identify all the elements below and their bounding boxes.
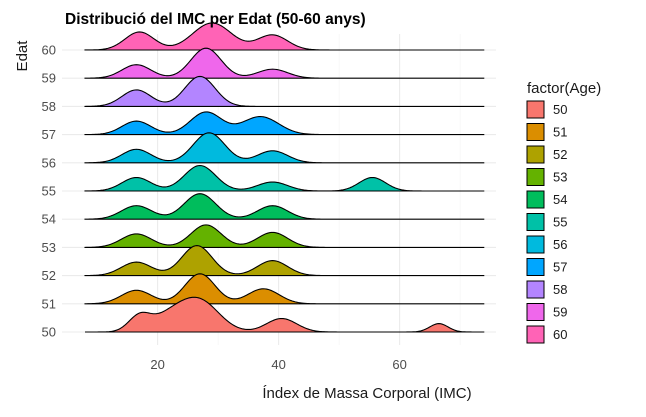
legend-label-60: 60	[553, 327, 567, 342]
density-ridge-51	[84, 273, 485, 305]
legend-key-52	[526, 145, 545, 164]
density-ridge-59	[84, 47, 485, 79]
chart-title: Distribució del IMC per Edat (50-60 anys…	[65, 11, 366, 28]
legend-key-59	[526, 303, 545, 321]
y-axis-title: Edat	[14, 40, 31, 72]
x-tick-label-40: 40	[271, 357, 285, 372]
legend-label-50: 50	[553, 102, 567, 117]
y-tick-label-58: 58	[42, 99, 56, 114]
y-tick-labels: 50 51 52 53 54 55 56 57 58 59 60	[42, 43, 56, 340]
density-ridge-53	[84, 224, 485, 248]
legend-label-57: 57	[553, 260, 567, 275]
density-ridge-60	[84, 22, 485, 51]
legend-key-58	[526, 280, 545, 299]
density-ridge-52	[84, 245, 485, 277]
x-axis-title: Índex de Massa Corporal (IMC)	[262, 385, 471, 402]
y-tick-label-50: 50	[42, 325, 56, 340]
y-tick-label-52: 52	[42, 268, 56, 283]
legend-label-52: 52	[553, 147, 567, 162]
density-ridge-55	[84, 164, 485, 192]
legend-label-53: 53	[553, 170, 567, 185]
density-ridge-54	[84, 193, 485, 220]
density-ridge-50	[85, 296, 485, 333]
legend-title: factor(Age)	[527, 80, 601, 97]
legend-key-60	[526, 325, 545, 344]
y-tick-label-57: 57	[42, 127, 56, 142]
legend-label-59: 59	[553, 305, 567, 320]
x-tick-label-60: 60	[392, 357, 406, 372]
ridges-layer	[84, 22, 485, 333]
legend-key-50	[526, 100, 545, 119]
x-tick-label-20: 20	[150, 357, 164, 372]
density-ridge-56	[84, 132, 485, 164]
y-tick-label-53: 53	[42, 240, 56, 255]
legend-key-56	[526, 235, 545, 254]
legend: 50 51 52 53 54 55 56 57 58 59 60	[526, 100, 567, 344]
density-ridge-58	[84, 75, 485, 107]
legend-label-54: 54	[553, 192, 567, 207]
legend-label-56: 56	[553, 237, 567, 252]
legend-key-51	[526, 123, 545, 141]
x-tick-labels: 20 40 60	[150, 357, 406, 372]
y-tick-label-56: 56	[42, 155, 56, 170]
y-tick-label-59: 59	[42, 71, 56, 86]
y-tick-label-60: 60	[42, 43, 56, 58]
legend-label-58: 58	[553, 282, 567, 297]
legend-key-53	[526, 168, 545, 186]
legend-key-55	[526, 213, 545, 231]
y-tick-label-51: 51	[42, 296, 56, 311]
density-ridge-57	[84, 111, 485, 136]
y-tick-label-55: 55	[42, 184, 56, 199]
legend-label-55: 55	[553, 215, 567, 230]
legend-key-57	[526, 258, 545, 276]
legend-key-54	[526, 190, 545, 209]
y-tick-label-54: 54	[42, 212, 56, 227]
legend-label-51: 51	[553, 125, 567, 140]
